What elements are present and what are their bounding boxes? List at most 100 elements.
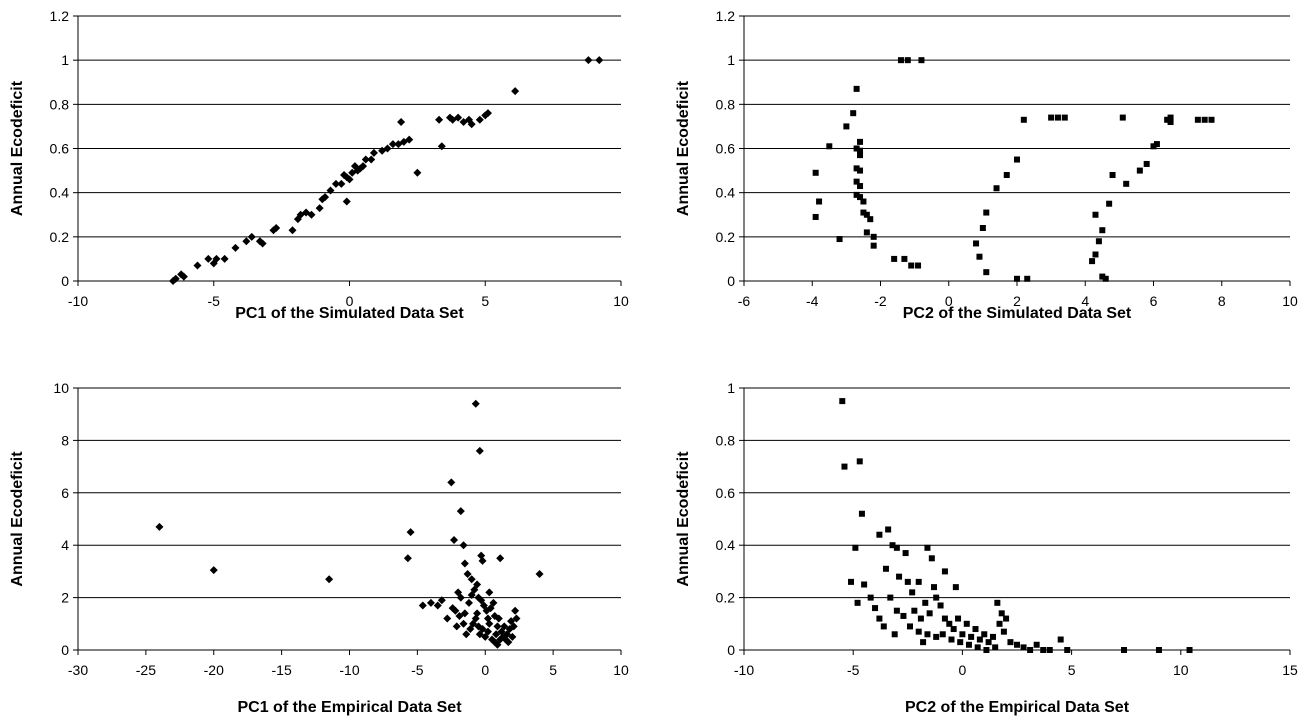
data-point <box>511 606 520 615</box>
data-point <box>493 622 502 631</box>
data-point <box>475 115 484 124</box>
y-tick-label: 0 <box>61 273 69 289</box>
data-point <box>896 573 903 580</box>
data-point <box>902 550 909 557</box>
data-point <box>941 615 948 622</box>
x-tick-label: 15 <box>1282 662 1298 678</box>
data-point <box>904 57 911 64</box>
data-point <box>1201 116 1208 123</box>
data-point <box>258 239 267 248</box>
data-point <box>507 617 516 626</box>
x-tick-label: -10 <box>339 662 359 678</box>
data-point <box>315 204 324 213</box>
y-axis-title: Annual Ecodeficit <box>9 80 26 216</box>
data-point <box>209 566 218 575</box>
data-point <box>939 631 946 638</box>
data-point <box>1167 114 1174 121</box>
data-point <box>998 610 1005 617</box>
y-tick-label: 0 <box>727 642 735 658</box>
data-point <box>989 633 996 640</box>
data-point <box>924 544 931 551</box>
data-point <box>1099 227 1106 234</box>
x-tick-label: 2 <box>1013 293 1021 309</box>
x-tick-label: -2 <box>874 293 887 309</box>
y-tick-label: 0.8 <box>716 432 736 448</box>
data-point <box>891 631 898 638</box>
data-point <box>496 635 505 644</box>
data-point <box>850 110 857 117</box>
data-point <box>983 209 990 216</box>
y-tick-label: 0.2 <box>716 229 736 245</box>
y-tick-label: 8 <box>61 432 69 448</box>
data-point <box>471 399 480 408</box>
y-tick-label: 4 <box>61 537 69 553</box>
data-point <box>908 262 915 269</box>
data-point <box>950 626 957 633</box>
data-point <box>891 255 898 262</box>
data-point <box>857 147 864 154</box>
data-point <box>508 632 517 641</box>
data-point <box>996 620 1003 627</box>
y-tick-label: 10 <box>53 380 69 396</box>
data-point <box>460 559 469 568</box>
data-point <box>456 593 465 602</box>
data-point <box>870 242 877 249</box>
data-point <box>1024 275 1031 282</box>
data-point <box>889 542 896 549</box>
x-axis-title: PC2 of the Simulated Data Set <box>903 305 1132 322</box>
y-tick-label: 0.6 <box>50 141 70 157</box>
data-point <box>288 226 297 235</box>
data-point <box>595 56 604 65</box>
data-point <box>867 216 874 223</box>
data-point <box>893 607 900 614</box>
data-point <box>452 622 461 631</box>
data-point <box>204 254 213 263</box>
data-point <box>857 138 864 145</box>
data-point <box>860 209 867 216</box>
data-point <box>917 615 924 622</box>
y-tick-label: 0 <box>727 273 735 289</box>
data-point <box>447 478 456 487</box>
data-point <box>826 143 833 150</box>
data-point <box>467 575 476 584</box>
data-point <box>450 535 459 544</box>
data-point <box>946 620 953 627</box>
data-point <box>325 575 334 584</box>
data-point <box>1057 636 1064 643</box>
y-tick-label: 1.2 <box>716 8 736 24</box>
data-point <box>1095 238 1102 245</box>
data-point <box>485 619 494 628</box>
chart-panel-pc2-simulated: 0 0.2 0.4 0.6 0.8 1 1.2 -6 -4 -2 0 2 4 6 8 10 PC2 of the… <box>675 8 1298 322</box>
data-point <box>437 596 446 605</box>
data-point <box>981 631 988 638</box>
data-point <box>901 255 908 262</box>
data-point <box>1092 211 1099 218</box>
data-point <box>483 627 492 636</box>
data-point <box>1003 172 1010 178</box>
data-point <box>405 135 414 144</box>
data-point <box>426 598 435 607</box>
data-point <box>511 87 520 96</box>
chart-panel-pc1-empirical: 0 2 4 6 8 10 -30 -25 -20 -15 -10 -5 0 5 10 PC1 of the E… <box>9 380 629 716</box>
y-tick-label: 1.2 <box>50 8 70 24</box>
data-point <box>959 631 966 638</box>
data-point <box>915 262 922 269</box>
data-point <box>1155 647 1162 653</box>
data-point <box>179 272 188 281</box>
data-point <box>948 636 955 643</box>
data-point <box>356 164 365 173</box>
x-tick-label: -10 <box>68 293 88 309</box>
x-tick-label: -10 <box>734 662 754 678</box>
data-point <box>957 639 964 646</box>
data-point <box>478 556 487 565</box>
data-point <box>911 607 918 614</box>
data-point <box>973 240 980 247</box>
data-point <box>963 620 970 627</box>
x-tick-label: 10 <box>1282 293 1298 309</box>
data-point <box>857 152 864 159</box>
data-point <box>952 584 959 591</box>
data-point <box>976 636 983 643</box>
data-point <box>993 185 1000 192</box>
y-axis-title: Annual Ecodeficit <box>675 451 692 587</box>
